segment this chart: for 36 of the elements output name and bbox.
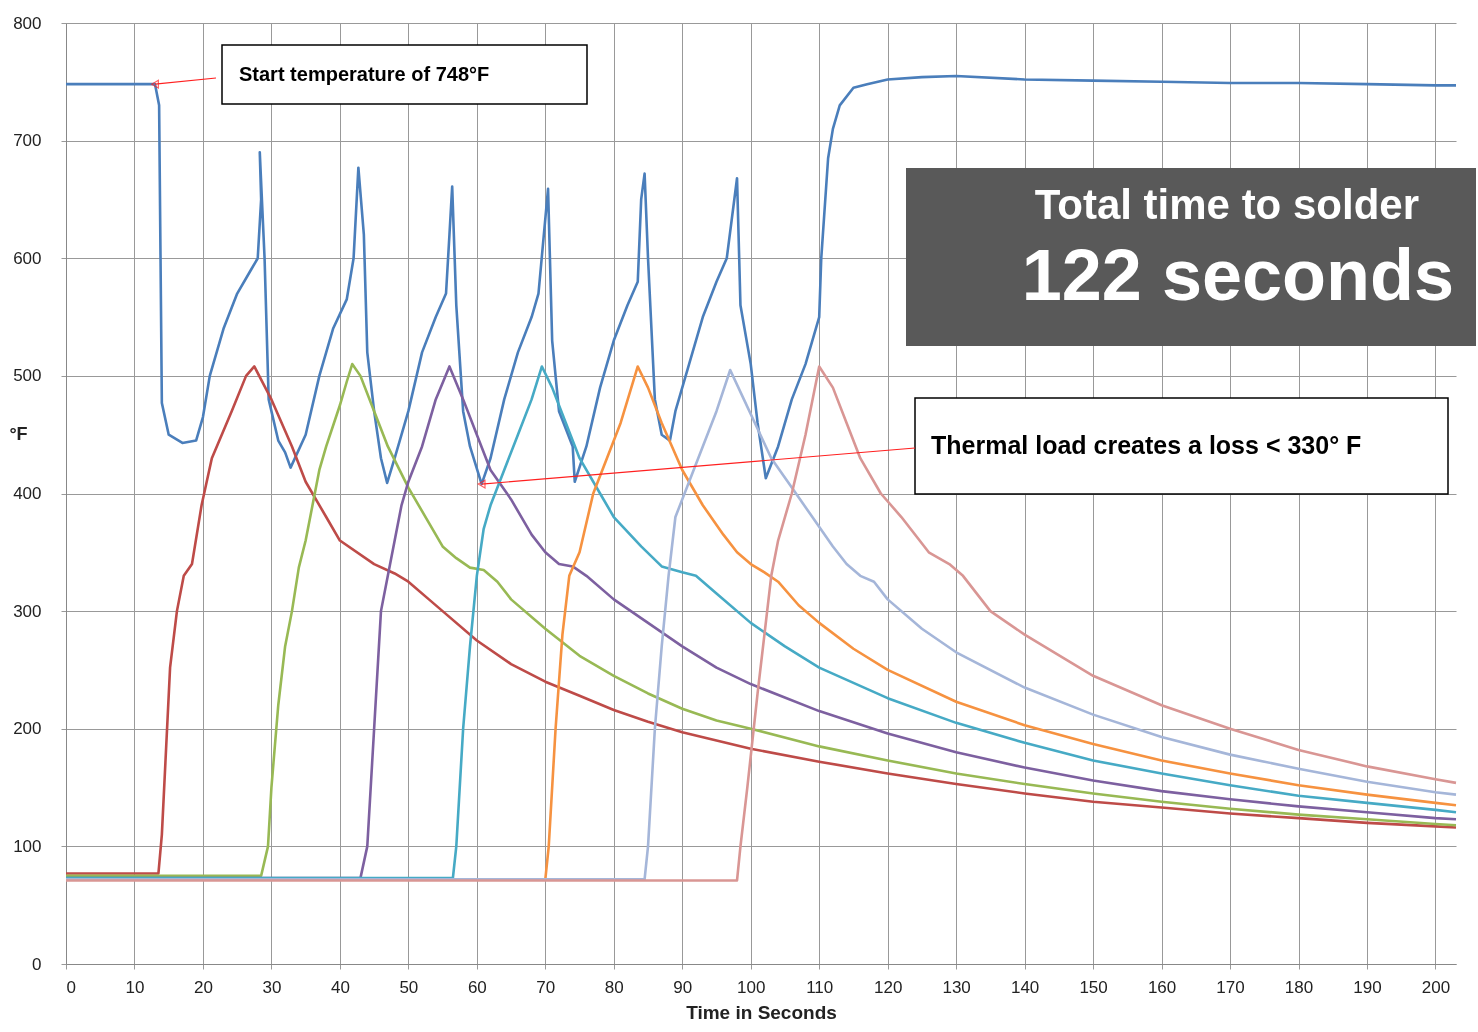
- x-tick-label: 40: [330, 977, 350, 997]
- annotation: 122 seconds: [1021, 235, 1454, 315]
- annotation: Total time to solder: [1034, 181, 1419, 228]
- x-tick-label: 110: [806, 977, 834, 997]
- x-tick-label: 10: [125, 977, 145, 997]
- y-tick-label: 700: [13, 131, 42, 151]
- x-tick-label: 130: [942, 977, 971, 997]
- x-tick-label: 90: [673, 977, 693, 997]
- x-tick-label: 160: [1147, 977, 1177, 997]
- x-tick-label: 70: [536, 977, 556, 997]
- x-tick-label: 180: [1284, 977, 1314, 997]
- y-axis-title: °F: [9, 424, 28, 444]
- y-tick-label: 100: [13, 836, 42, 856]
- x-tick-label: 50: [399, 977, 419, 997]
- x-tick-label: 80: [604, 977, 624, 997]
- annotation: Thermal load creates a loss < 330° F: [931, 431, 1362, 459]
- x-tick-label: 0: [66, 977, 76, 997]
- x-tick-label: 100: [737, 977, 766, 997]
- x-tick-label: 60: [467, 977, 487, 997]
- x-tick-label: 140: [1010, 977, 1040, 997]
- x-tick-label: 170: [1216, 977, 1245, 997]
- y-tick-label: 0: [32, 954, 42, 974]
- y-tick-label: 500: [13, 366, 42, 386]
- x-axis-title: Time in Seconds: [686, 1001, 837, 1023]
- x-tick-label: 120: [873, 977, 903, 997]
- y-tick-label: 600: [13, 248, 42, 268]
- x-tick-label: 20: [193, 977, 213, 997]
- y-tick-label: 400: [13, 484, 42, 503]
- annotation: Start temperature of 748°F: [239, 63, 490, 85]
- y-tick-label: 300: [13, 601, 42, 621]
- x-tick-label: 150: [1079, 977, 1108, 997]
- x-tick-label: 30: [262, 977, 282, 997]
- y-tick-label: 800: [13, 13, 42, 33]
- x-tick-label: 200: [1421, 977, 1451, 997]
- y-tick-label: 200: [13, 719, 42, 739]
- x-tick-label: 190: [1353, 977, 1382, 997]
